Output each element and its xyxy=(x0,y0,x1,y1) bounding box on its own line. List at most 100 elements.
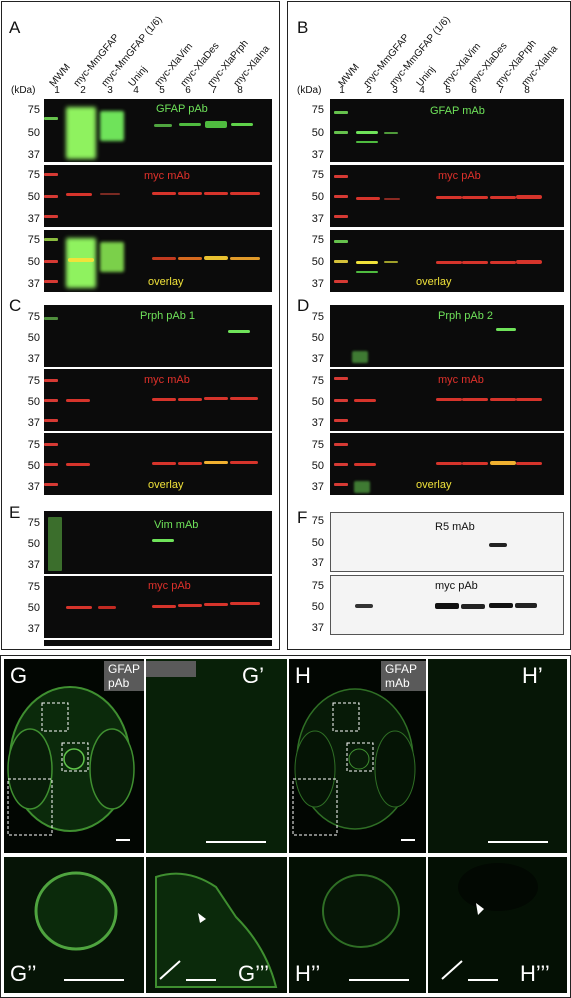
band xyxy=(152,605,176,608)
band xyxy=(66,606,92,609)
band xyxy=(152,539,174,542)
probe-label: myc pAb xyxy=(438,170,481,182)
mw-tick: 50 xyxy=(311,537,324,549)
lane-number: 4 xyxy=(419,85,425,96)
mw-tick: 75 xyxy=(27,439,40,451)
lane-number: 5 xyxy=(445,85,451,96)
mw-tick: 37 xyxy=(27,278,40,290)
mw-tick: 37 xyxy=(311,481,324,493)
lane-number: 8 xyxy=(524,85,530,96)
mw-tick: 50 xyxy=(311,191,324,203)
ladder xyxy=(334,377,348,380)
band xyxy=(205,121,227,128)
band xyxy=(152,462,176,465)
arrow-icon xyxy=(159,960,181,980)
mw-tick: 75 xyxy=(27,581,40,593)
band xyxy=(204,256,228,260)
band xyxy=(356,271,378,273)
ladder xyxy=(44,419,58,422)
band xyxy=(100,193,120,195)
band xyxy=(490,461,516,465)
antibody-tag: GFAP mAb xyxy=(381,661,426,691)
micro-label: G’’’ xyxy=(238,961,269,986)
band xyxy=(462,196,488,199)
mw-tick: 37 xyxy=(311,213,324,225)
ladder xyxy=(334,483,348,486)
band xyxy=(354,463,376,466)
blot-strip-f-2: myc pAb xyxy=(330,575,564,635)
scale-bar xyxy=(186,979,216,981)
band xyxy=(178,398,202,401)
ladder xyxy=(334,280,348,283)
ladder xyxy=(334,260,348,263)
blot-strip-c-2: myc mAb xyxy=(44,369,272,431)
ladder xyxy=(44,443,58,446)
band xyxy=(204,603,228,606)
micro-panel-h: H GFAP mAb xyxy=(289,659,426,853)
tissue-detail-image xyxy=(441,863,538,980)
band xyxy=(154,124,172,127)
band xyxy=(490,398,516,401)
mw-tick: 50 xyxy=(311,332,324,344)
kda-label: (kDa) xyxy=(297,85,322,96)
ladder xyxy=(334,419,348,422)
micro-panel-g1: G’ xyxy=(146,659,287,853)
ladder xyxy=(334,240,348,243)
blot-strip-c-1: Prph pAb 1 xyxy=(44,305,272,367)
mw-tick: 37 xyxy=(311,149,324,161)
lane-number: 1 xyxy=(339,85,345,96)
antibody-tag xyxy=(146,661,196,677)
mw-tick: 37 xyxy=(311,417,324,429)
blot-strip-d-1: Prph pAb 2 xyxy=(330,305,564,367)
ladder xyxy=(48,517,62,571)
band xyxy=(204,397,228,400)
micro-panel-h1: H’ xyxy=(428,659,567,853)
band xyxy=(436,196,462,199)
tissue-section-image xyxy=(292,688,416,836)
micro-panel-g2: G’’ xyxy=(4,857,144,993)
mw-tick: 50 xyxy=(27,538,40,550)
mw-tick: 75 xyxy=(27,169,40,181)
tissue-section-image xyxy=(7,686,135,836)
micro-label: H xyxy=(295,663,311,688)
band xyxy=(178,462,202,465)
band xyxy=(356,131,378,134)
mw-tick: 75 xyxy=(27,517,40,529)
micro-label: H’ xyxy=(522,663,543,688)
mw-tick: 50 xyxy=(311,127,324,139)
mw-tick: 75 xyxy=(311,375,324,387)
mw-tick: 37 xyxy=(27,213,40,225)
ladder xyxy=(44,215,58,218)
lane-number: 1 xyxy=(54,85,60,96)
band xyxy=(152,192,176,195)
micro-panel-h3: H’’’ xyxy=(428,857,567,993)
band xyxy=(231,123,253,126)
mw-tick: 37 xyxy=(311,278,324,290)
micro-label: G’ xyxy=(242,663,264,688)
scale-bar xyxy=(64,979,124,981)
band xyxy=(356,261,378,264)
band xyxy=(489,603,513,608)
ladder xyxy=(334,111,348,114)
ladder xyxy=(334,443,348,446)
mw-tick: 75 xyxy=(311,169,324,181)
probe-label: overlay xyxy=(148,479,184,491)
blot-strip-c-3: overlay xyxy=(44,433,272,495)
mw-tick: 75 xyxy=(311,104,324,116)
probe-label: myc mAb xyxy=(144,170,190,182)
ladder xyxy=(44,399,58,402)
micro-label: H’’’ xyxy=(520,961,550,986)
scale-bar xyxy=(349,979,409,981)
mw-tick: 37 xyxy=(311,622,324,634)
scale-bar xyxy=(401,839,415,841)
lane-number: 5 xyxy=(159,85,165,96)
band xyxy=(152,398,176,401)
lane-number: 4 xyxy=(133,85,139,96)
lane-number: 6 xyxy=(471,85,477,96)
ladder xyxy=(44,483,58,486)
band xyxy=(66,463,90,466)
ladder xyxy=(334,195,348,198)
mw-tick: 50 xyxy=(311,396,324,408)
ladder xyxy=(334,215,348,218)
blot-strip-b-2: myc pAb xyxy=(330,165,564,227)
